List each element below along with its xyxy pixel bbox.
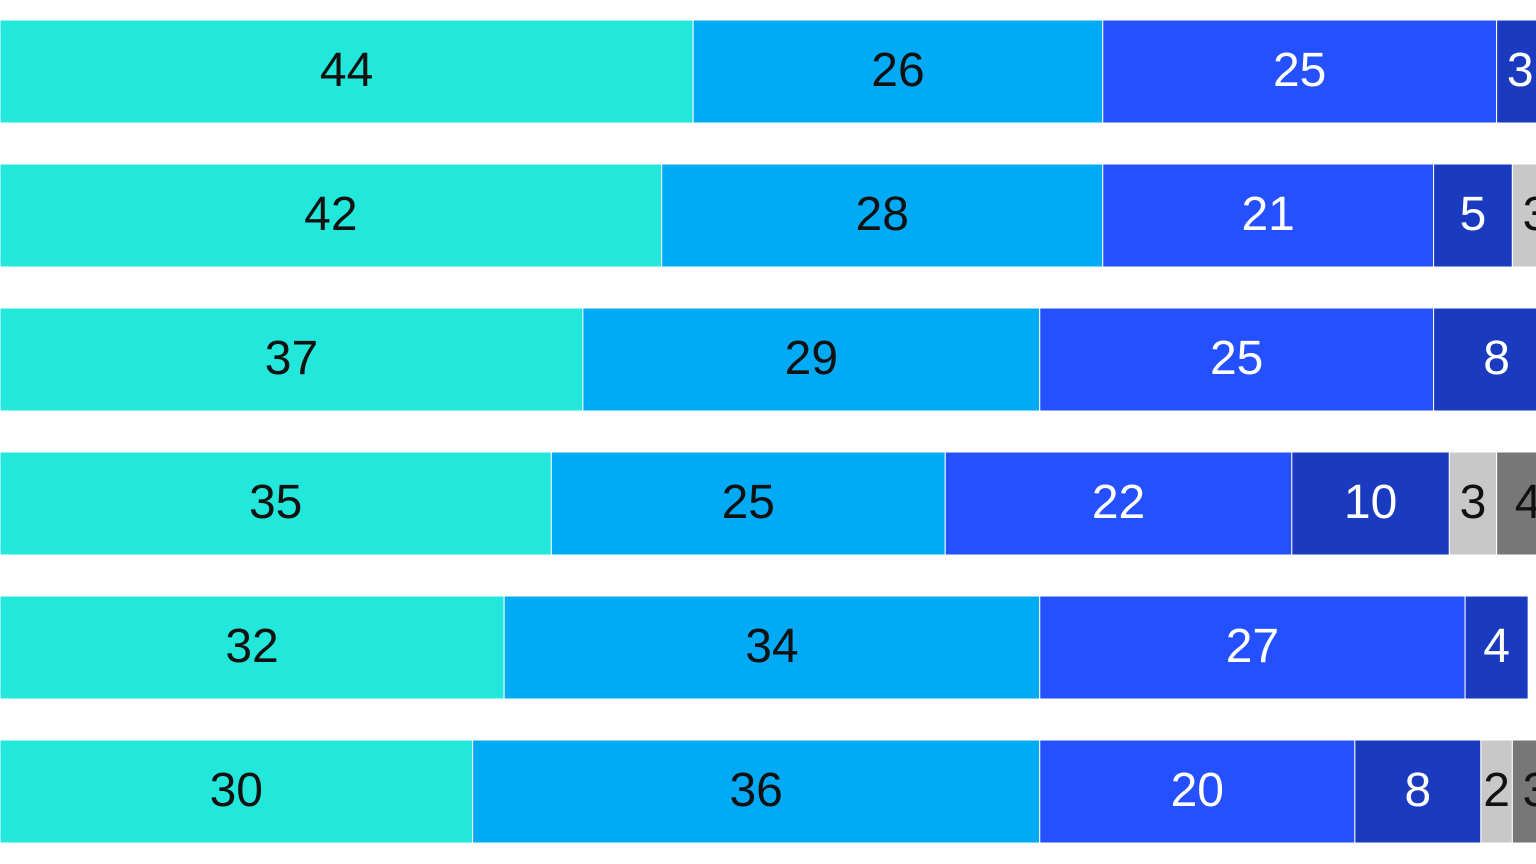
bar-segment: [472, 739, 1041, 844]
bar-segment: [1511, 739, 1536, 844]
bar-segment: [1039, 739, 1356, 844]
bar-segment: [582, 307, 1041, 412]
bar-segment: [0, 739, 474, 844]
value-label: 21: [1241, 188, 1294, 241]
value-label: 5: [1460, 188, 1487, 241]
value-label: 42: [304, 188, 357, 241]
bar-segment: [550, 451, 946, 556]
value-label: 3: [1507, 44, 1534, 97]
value-label: 30: [210, 764, 263, 817]
bar-segment: [503, 595, 1041, 700]
value-label: 2: [1483, 764, 1510, 817]
bar-segment: [0, 19, 694, 124]
bar-segment: [1354, 739, 1482, 844]
value-label: 3: [1460, 476, 1487, 529]
value-label: 3: [1523, 188, 1536, 241]
value-label: 3: [1523, 764, 1536, 817]
bar-segment: [1102, 163, 1435, 268]
value-label: 37: [265, 332, 318, 385]
bar-segment: [0, 163, 663, 268]
value-label: 8: [1404, 764, 1431, 817]
bar-segment: [1448, 451, 1498, 556]
bar-segment: [1464, 595, 1529, 700]
value-label: 28: [856, 188, 909, 241]
value-label: 4: [1483, 620, 1510, 673]
bar-segment: [692, 19, 1104, 124]
value-label: 29: [785, 332, 838, 385]
bar-segment: [1433, 307, 1536, 412]
value-label: 22: [1092, 476, 1145, 529]
value-label: 27: [1226, 620, 1279, 673]
bar-segment: [0, 451, 552, 556]
value-label: 26: [871, 44, 924, 97]
value-label: 8: [1483, 332, 1510, 385]
value-label: 4: [1515, 476, 1536, 529]
bar-segment: [661, 163, 1104, 268]
value-label: 44: [320, 44, 373, 97]
bar-segment: [1496, 19, 1536, 124]
value-label: 35: [249, 476, 302, 529]
bar-segment: [1511, 163, 1536, 268]
bar-segment: [944, 451, 1293, 556]
value-label: 25: [1273, 44, 1326, 97]
bar-segment: [1480, 739, 1513, 844]
value-label: 32: [225, 620, 278, 673]
value-label: 25: [722, 476, 775, 529]
value-label: 36: [729, 764, 782, 817]
bar-segment: [1102, 19, 1498, 124]
value-label: 34: [745, 620, 798, 673]
bar-segment: [1433, 163, 1513, 268]
value-label: 25: [1210, 332, 1263, 385]
bar-segment: [0, 595, 505, 700]
bar-segment: [1496, 451, 1536, 556]
value-label: 20: [1171, 764, 1224, 817]
value-label: 10: [1344, 476, 1397, 529]
bar-segment: [1039, 307, 1435, 412]
bar-segment: [1039, 595, 1466, 700]
bar-segment: [1291, 451, 1450, 556]
